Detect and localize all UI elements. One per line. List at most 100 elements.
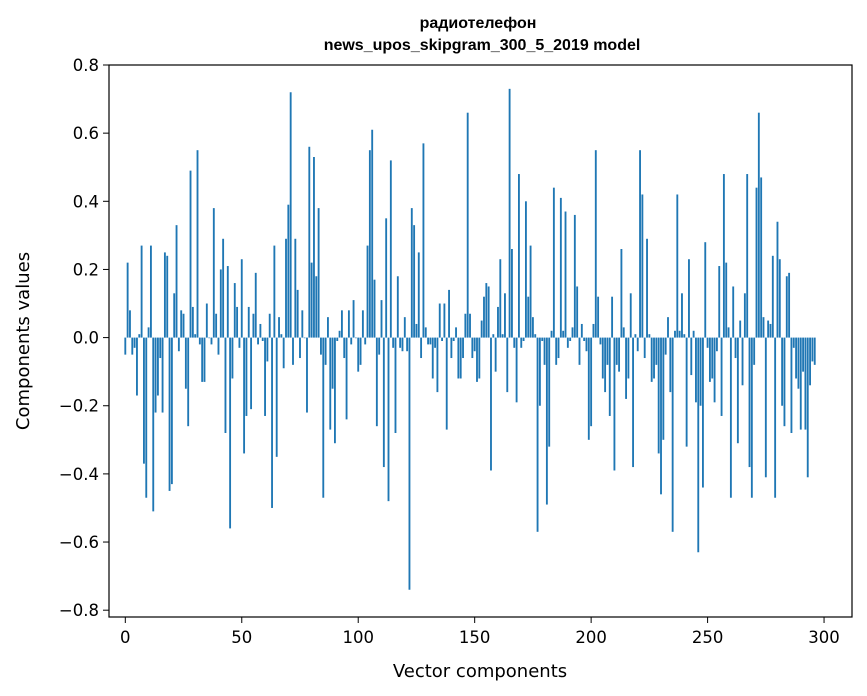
bar xyxy=(569,337,572,341)
bar xyxy=(217,337,220,355)
bar xyxy=(720,337,723,416)
bar xyxy=(781,337,784,406)
bar xyxy=(559,197,562,338)
bar xyxy=(490,337,492,471)
bar xyxy=(252,313,255,338)
bar xyxy=(389,160,392,338)
x-tick-label: 250 xyxy=(692,628,724,647)
bar xyxy=(476,337,478,382)
bar xyxy=(729,337,732,498)
x-ticks-group: 0 50 100 150 200 250 300 xyxy=(120,617,840,647)
bar xyxy=(266,337,269,362)
bar xyxy=(275,337,278,457)
y-tick-label: −0.4 xyxy=(59,465,99,484)
bar xyxy=(161,337,164,413)
bar xyxy=(697,337,700,553)
bar xyxy=(138,334,141,338)
bar xyxy=(422,143,425,338)
bar xyxy=(692,330,695,338)
bar xyxy=(124,337,127,355)
bar xyxy=(296,289,299,338)
bar xyxy=(229,337,232,529)
bar xyxy=(497,306,499,338)
bar xyxy=(436,337,439,393)
bar xyxy=(620,249,623,338)
bar xyxy=(545,337,548,505)
bar xyxy=(347,310,350,338)
bar xyxy=(401,337,404,352)
bar xyxy=(646,238,648,338)
bar xyxy=(168,337,171,491)
bar xyxy=(629,293,632,338)
bar xyxy=(163,252,166,338)
bar xyxy=(191,306,194,338)
y-tick-label: −0.6 xyxy=(59,533,99,552)
bar xyxy=(145,337,148,498)
bar xyxy=(450,337,453,359)
bar xyxy=(683,334,686,338)
x-tick-label: 150 xyxy=(459,628,491,647)
bar xyxy=(653,337,655,379)
bar xyxy=(806,337,809,478)
bar xyxy=(788,272,791,338)
bar xyxy=(343,337,346,359)
bar xyxy=(478,337,481,379)
bar xyxy=(664,337,667,355)
bar xyxy=(515,337,518,403)
bar xyxy=(536,337,539,532)
bar xyxy=(699,337,702,406)
bar xyxy=(650,337,653,382)
y-tick-label: 0.0 xyxy=(73,329,99,348)
bar xyxy=(208,337,211,339)
bar xyxy=(755,187,758,338)
bar xyxy=(660,337,662,495)
bar xyxy=(410,208,413,338)
bar xyxy=(485,283,488,338)
bar xyxy=(678,330,681,338)
bar xyxy=(613,337,616,471)
bar xyxy=(762,317,765,338)
bar xyxy=(373,279,376,338)
bar xyxy=(287,204,290,338)
bar xyxy=(345,337,348,420)
bar xyxy=(785,276,788,338)
bar xyxy=(708,337,711,382)
bar xyxy=(548,337,551,447)
x-axis-label: Vector components xyxy=(393,661,567,682)
y-tick-label: −0.8 xyxy=(59,601,99,620)
chart-title: радиотелефон xyxy=(420,15,537,32)
bar xyxy=(462,337,464,359)
bar xyxy=(152,337,155,512)
bar xyxy=(364,337,367,345)
bar xyxy=(499,259,502,338)
bar xyxy=(459,337,462,379)
bar xyxy=(473,337,476,352)
bar xyxy=(802,337,805,372)
bar xyxy=(285,238,287,338)
bar xyxy=(226,266,229,338)
bar xyxy=(306,337,308,413)
bar xyxy=(420,337,423,359)
bar xyxy=(564,211,567,338)
x-tick-label: 50 xyxy=(231,628,252,647)
bar xyxy=(604,337,607,393)
bar xyxy=(627,337,630,379)
bar xyxy=(706,337,709,348)
bar xyxy=(424,327,427,338)
bar xyxy=(336,337,339,341)
bar xyxy=(771,255,774,338)
bar xyxy=(634,334,637,338)
bar xyxy=(725,262,728,338)
bar xyxy=(529,245,532,338)
bar xyxy=(695,337,697,403)
bar xyxy=(149,245,152,338)
bar xyxy=(140,245,143,338)
bar xyxy=(520,337,523,348)
bar xyxy=(224,337,227,433)
bar xyxy=(264,337,266,416)
bar xyxy=(408,337,411,590)
bar xyxy=(534,334,537,338)
bar xyxy=(406,337,409,352)
bar xyxy=(129,310,131,338)
bar xyxy=(722,174,725,338)
